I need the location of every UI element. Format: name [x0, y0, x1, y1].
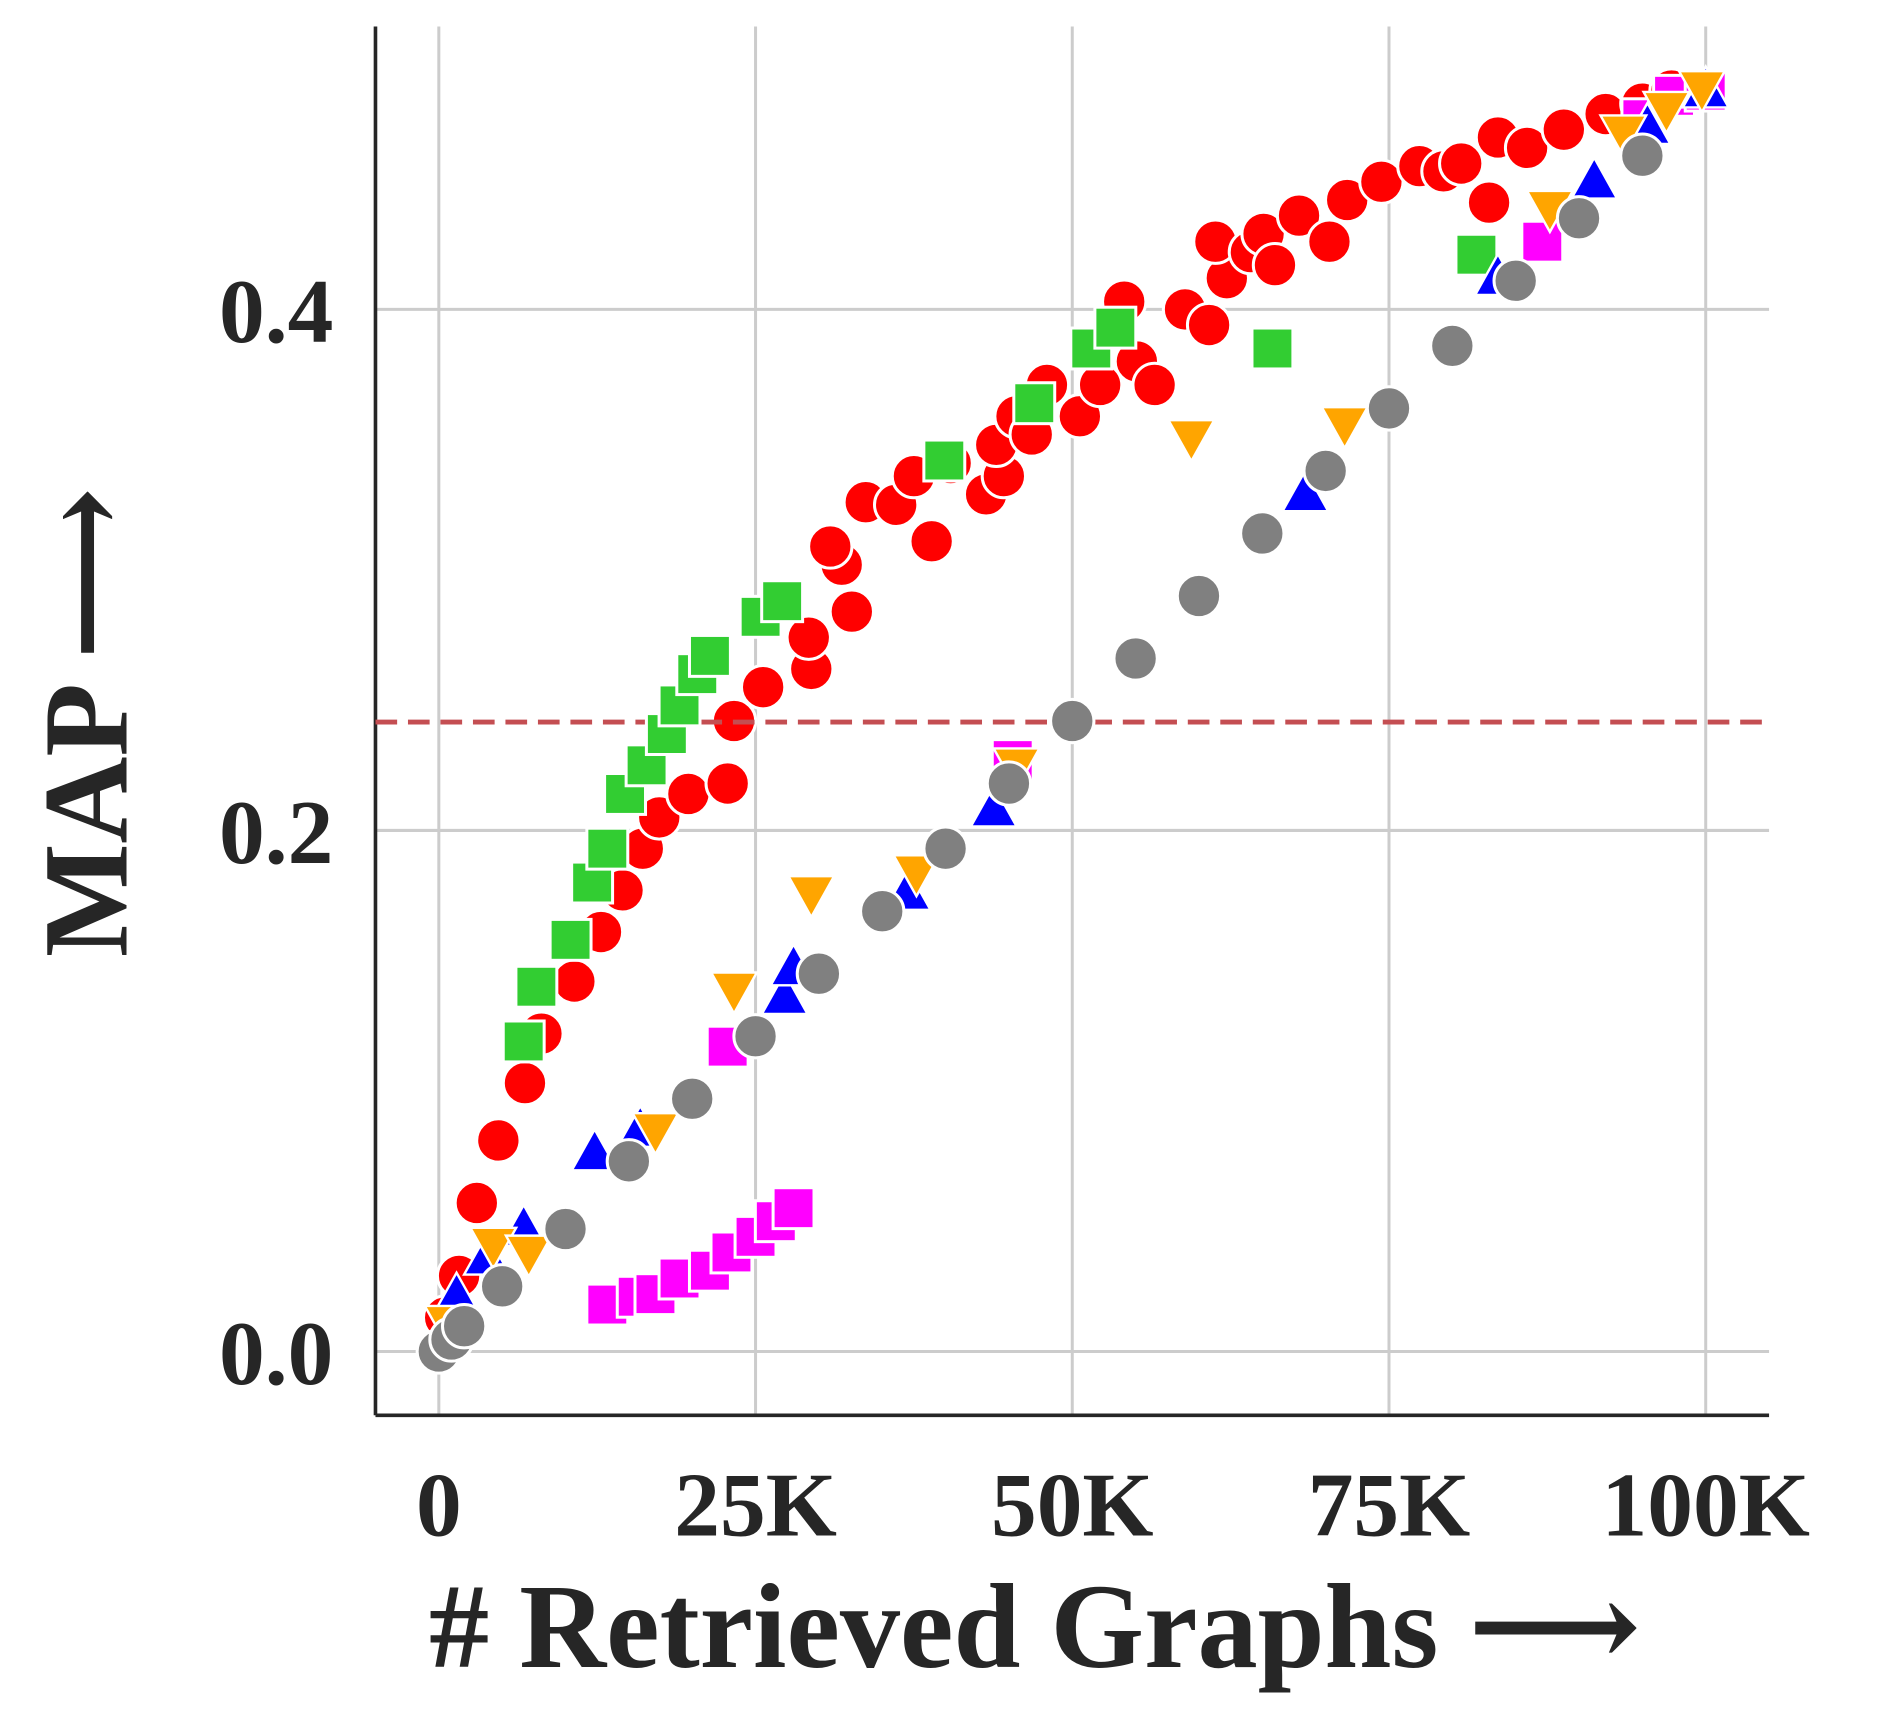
- point: [440, 1303, 488, 1350]
- point: [771, 1186, 816, 1231]
- point: [759, 970, 810, 1016]
- point: [501, 1059, 549, 1107]
- point: [1251, 241, 1299, 289]
- point: [478, 1263, 526, 1310]
- point: [732, 1013, 779, 1060]
- point: [1093, 305, 1138, 350]
- point: [630, 1111, 681, 1157]
- point: [551, 958, 598, 1005]
- point: [453, 1179, 500, 1227]
- point: [1438, 140, 1485, 187]
- point: [1175, 572, 1223, 620]
- point: [1306, 218, 1353, 265]
- y-axis-label: MAP ⟶: [20, 487, 153, 957]
- point: [605, 1138, 653, 1185]
- point: [503, 1234, 554, 1280]
- point: [891, 854, 942, 899]
- x-tick-label: 0: [416, 1454, 462, 1556]
- y-tick-label: 0.4: [219, 260, 333, 362]
- point: [1619, 132, 1666, 179]
- point: [922, 438, 967, 483]
- x-tick-label: 50K: [991, 1454, 1154, 1556]
- point: [1185, 301, 1233, 349]
- x-tick-label: 100K: [1602, 1454, 1810, 1556]
- point: [760, 579, 805, 624]
- point: [501, 1019, 546, 1064]
- point: [1302, 447, 1349, 495]
- x-tick-label: 25K: [674, 1454, 837, 1556]
- point: [669, 1075, 716, 1122]
- point: [1555, 195, 1603, 242]
- point: [542, 1205, 589, 1253]
- x-axis-label: # Retrieved Graphs ⟶: [429, 1561, 1641, 1694]
- point: [514, 964, 559, 1009]
- point: [468, 1226, 519, 1272]
- point: [548, 917, 593, 962]
- point: [1012, 381, 1057, 426]
- point: [475, 1117, 522, 1164]
- point: [1049, 697, 1096, 745]
- point: [1465, 179, 1513, 226]
- point: [1677, 69, 1727, 115]
- point: [709, 971, 759, 1016]
- point: [786, 874, 837, 920]
- point: [1429, 322, 1476, 370]
- point: [585, 826, 630, 871]
- point: [687, 633, 732, 678]
- point: [1239, 510, 1286, 557]
- point: [665, 770, 712, 818]
- point: [1503, 124, 1551, 172]
- point: [908, 518, 955, 565]
- point: [985, 760, 1033, 807]
- point: [739, 663, 787, 711]
- point: [807, 523, 854, 570]
- y-tick-label: 0.0: [219, 1302, 333, 1404]
- point: [1319, 405, 1370, 451]
- point: [1641, 90, 1692, 136]
- y-tick-label: 0.2: [219, 781, 333, 883]
- point: [795, 950, 843, 997]
- point: [1365, 385, 1413, 432]
- x-tick-label: 75K: [1308, 1454, 1471, 1556]
- point: [1569, 155, 1620, 200]
- point: [1492, 257, 1539, 304]
- point: [704, 760, 751, 807]
- point: [859, 888, 906, 935]
- point: [1131, 361, 1178, 409]
- point: [785, 614, 832, 661]
- point: [1275, 192, 1323, 239]
- point: [922, 825, 969, 872]
- point: [1250, 326, 1295, 371]
- point: [1112, 635, 1159, 682]
- point: [828, 588, 875, 635]
- point: [1166, 419, 1217, 464]
- point: [1520, 219, 1565, 264]
- point: [1540, 106, 1587, 153]
